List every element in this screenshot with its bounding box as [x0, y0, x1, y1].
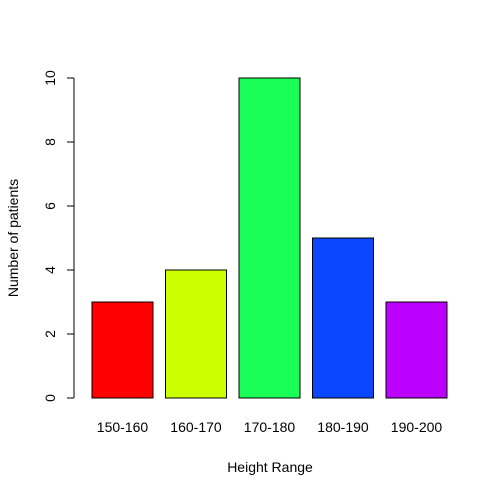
category-label: 170-180 [244, 419, 296, 435]
category-label: 150-160 [97, 419, 149, 435]
x-axis-title: Height Range [227, 459, 313, 475]
bar-160-170 [165, 269, 227, 399]
bar-180-190 [312, 237, 374, 399]
bar-150-160 [91, 301, 154, 399]
y-tick-label: 2 [42, 330, 58, 338]
category-label: 190-200 [391, 419, 443, 435]
y-tick-label: 8 [42, 138, 58, 146]
y-axis-title: Number of patients [5, 179, 21, 297]
y-tick-label: 10 [42, 70, 58, 86]
bars-group [91, 77, 448, 399]
y-tick-label: 6 [42, 202, 58, 210]
bar-170-180 [238, 77, 301, 399]
bar-190-200 [385, 301, 448, 399]
x-axis-category-labels: 150-160 160-170 170-180 180-190 190-200 [97, 419, 443, 435]
y-tick-label: 4 [42, 266, 58, 274]
category-label: 160-170 [170, 419, 222, 435]
category-label: 180-190 [317, 419, 369, 435]
y-axis: 0 2 4 6 8 10 [42, 70, 75, 402]
y-tick-label: 0 [42, 394, 58, 402]
